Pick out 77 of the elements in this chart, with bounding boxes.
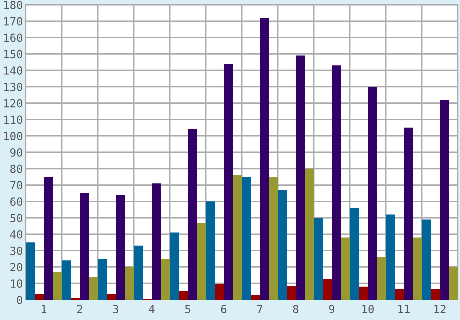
x-tick-label: 5 <box>185 305 190 314</box>
y-tick-label: 10 <box>11 280 22 288</box>
x-tick-label: 11 <box>398 305 410 314</box>
bar <box>125 267 134 300</box>
y-tick-label: 110 <box>4 116 22 124</box>
bar <box>89 277 98 300</box>
y-tick-label: 150 <box>4 50 22 59</box>
bar <box>269 177 278 300</box>
y-tick-label: 120 <box>4 99 22 108</box>
bar <box>323 280 332 300</box>
y-tick-label: 50 <box>10 214 22 222</box>
bar <box>341 238 350 300</box>
y-tick-label: 30 <box>10 246 22 256</box>
y-tick-label: 160 <box>4 34 22 42</box>
bar <box>449 267 458 300</box>
bar <box>332 66 341 300</box>
bar <box>170 232 179 300</box>
bar <box>116 195 125 300</box>
bar <box>224 64 233 300</box>
bar <box>368 86 377 300</box>
bar <box>80 193 89 300</box>
bar <box>107 294 116 300</box>
y-tick-label: 180 <box>4 1 22 10</box>
y-tick-label: 40 <box>10 230 22 239</box>
bar <box>161 259 170 300</box>
bar <box>215 284 224 300</box>
bar <box>53 272 62 300</box>
bar <box>62 260 71 300</box>
y-tick-label: 130 <box>4 82 22 92</box>
bar <box>278 190 287 300</box>
bar <box>350 208 359 300</box>
bar <box>386 214 395 300</box>
bar <box>431 289 440 300</box>
bar <box>179 290 188 300</box>
x-tick-label: 2 <box>77 305 82 314</box>
bar <box>233 175 242 300</box>
x-tick-label: 12 <box>434 305 446 314</box>
y-tick-label: 80 <box>10 164 22 174</box>
bar <box>296 56 305 300</box>
bar <box>260 18 269 300</box>
x-tick-label: 4 <box>149 305 155 314</box>
bar <box>134 246 143 300</box>
y-tick-label: 100 <box>4 132 22 141</box>
x-tick-label: 10 <box>362 305 374 314</box>
y-tick-label: 0 <box>17 296 22 304</box>
bar <box>197 222 206 300</box>
bar <box>305 168 314 300</box>
bar <box>422 220 431 300</box>
y-tick-label: 60 <box>10 198 22 206</box>
y-tick-label: 140 <box>4 66 22 75</box>
bar <box>287 286 296 300</box>
bar <box>35 294 44 300</box>
x-tick-label: 6 <box>221 305 227 314</box>
bar <box>251 295 260 300</box>
x-tick-label: 1 <box>42 305 47 314</box>
y-tick-label: 20 <box>10 263 22 272</box>
bar <box>152 184 161 300</box>
x-tick-label: 7 <box>257 305 263 314</box>
y-tick-label: 70 <box>10 181 22 190</box>
bar <box>377 257 386 300</box>
bar <box>98 259 107 300</box>
bar <box>188 130 197 300</box>
bar <box>44 177 53 300</box>
bar <box>404 128 413 300</box>
bar <box>242 177 251 300</box>
bar <box>26 242 35 300</box>
bar <box>440 100 449 300</box>
bar <box>359 286 368 300</box>
bar <box>413 238 422 300</box>
y-tick-label: 170 <box>4 17 22 26</box>
bar <box>206 202 215 300</box>
bar <box>314 218 323 300</box>
bar <box>395 289 404 300</box>
x-tick-label: 9 <box>329 305 335 314</box>
y-tick-label: 90 <box>10 148 22 157</box>
x-tick-label: 3 <box>113 305 119 314</box>
x-tick-label: 8 <box>293 305 299 314</box>
